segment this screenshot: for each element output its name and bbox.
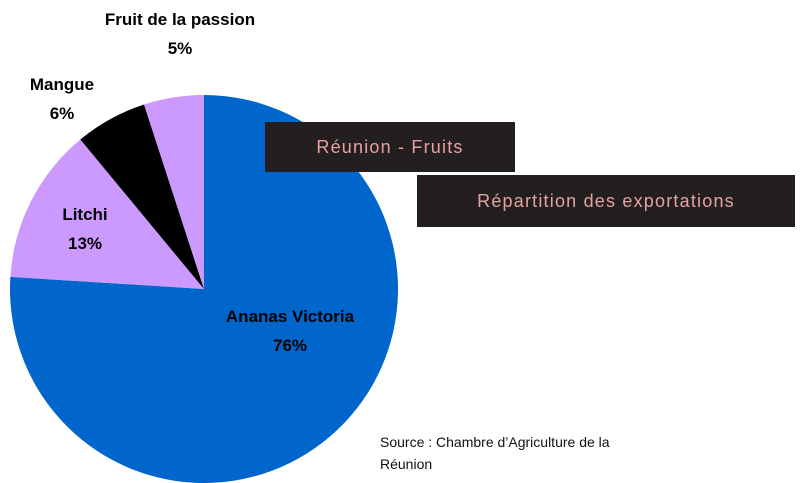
category-label: Litchi [62,205,108,224]
slice-label: Mangue 6% [12,70,112,128]
slice-label: Fruit de la passion 5% [100,5,260,63]
value-label: 13% [67,234,103,253]
category-label: Mangue [29,75,95,94]
chart-title: Réunion - Fruits [265,122,515,172]
source-note: Source : Chambre d’Agriculture de la Réu… [380,434,610,472]
pie-slice [10,139,205,289]
category-label: Ananas Victoria [225,307,355,326]
slice-label: Ananas Victoria 76% [225,302,355,360]
slice-label: Litchi 13% [35,200,135,258]
value-label: 6% [49,104,75,123]
pie-slice [80,104,204,290]
pie-slice [144,95,204,289]
value-label: 76% [272,336,308,355]
category-label: Fruit de la passion [104,10,256,29]
value-label: 5% [167,39,193,58]
chart-subtitle: Répartition des exportations [417,175,795,227]
